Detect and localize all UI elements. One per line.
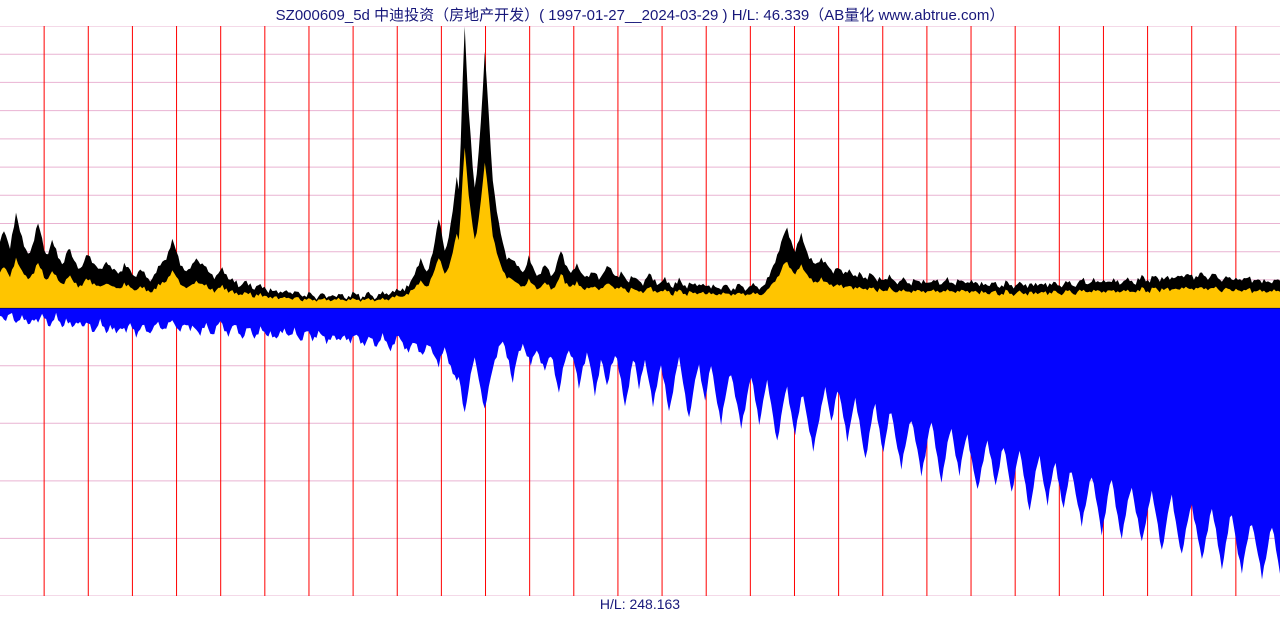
chart-svg	[0, 26, 1280, 596]
chart-footer: H/L: 248.163	[0, 596, 1280, 616]
chart-title: SZ000609_5d 中迪投资（房地产开发）( 1997-01-27__202…	[0, 0, 1280, 26]
chart-container: SZ000609_5d 中迪投资（房地产开发）( 1997-01-27__202…	[0, 0, 1280, 620]
